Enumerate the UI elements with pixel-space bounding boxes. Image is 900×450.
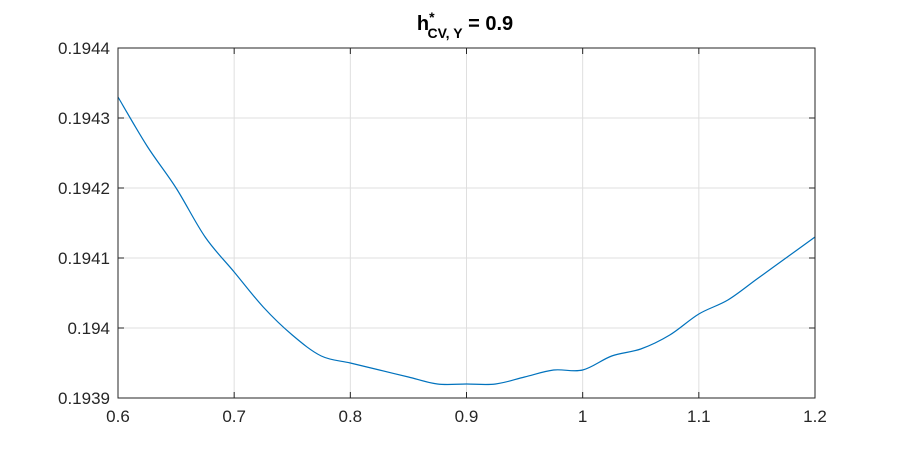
y-tick-labels: 0.1939 0.194 0.1941 0.1942 0.1943 0.1944 [58, 39, 110, 408]
x-tick-label: 0.6 [106, 407, 130, 426]
y-tick-label: 0.1942 [58, 179, 110, 198]
y-tick-label: 0.1944 [58, 39, 110, 58]
y-tick-label: 0.194 [67, 319, 110, 338]
chart-title-main: h [417, 13, 429, 35]
chart-title-subscript: CV, Y [428, 25, 464, 41]
chart-title-suffix: = 0.9 [463, 13, 514, 35]
y-tick-label: 0.1939 [58, 389, 110, 408]
data-series [117, 96, 816, 386]
x-tick-label: 0.9 [455, 407, 479, 426]
plot-area: 0.6 0.7 0.8 0.9 1 1.1 1.2 0.19390.1940.19410.1… [58, 39, 827, 426]
x-tick-label: 1 [578, 407, 587, 426]
x-tick-label: 0.8 [339, 407, 363, 426]
chart-title: h* CV, Y = 0.9 [417, 9, 513, 41]
x-tick-label: 0.7 [222, 407, 246, 426]
y-tick-label: 0.1941 [58, 249, 110, 268]
tick-marks [117, 47, 816, 399]
series-line [117, 96, 816, 386]
x-tick-labels: 0.6 0.7 0.8 0.9 1 1.1 1.2 [106, 407, 827, 426]
x-tick-label: 1.1 [687, 407, 711, 426]
x-tick-label: 1.2 [803, 407, 827, 426]
chart-title-superscript: * [429, 9, 435, 25]
y-tick-label: 0.1943 [58, 109, 110, 128]
